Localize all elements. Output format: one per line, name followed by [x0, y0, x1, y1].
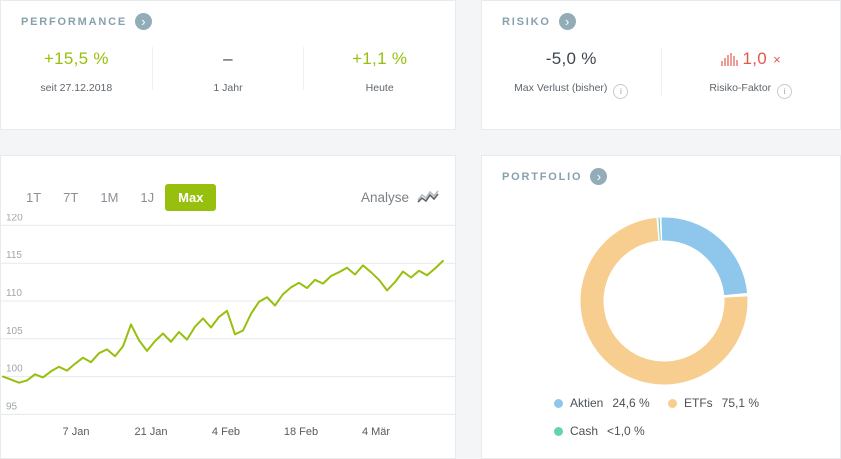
legend-item-aktien: Aktien 24,6 %: [554, 396, 654, 410]
legend-label: ETFs: [684, 396, 713, 410]
stat-label: Heute: [365, 82, 394, 94]
svg-text:4 Feb: 4 Feb: [212, 426, 240, 438]
risk-bars-icon: [720, 52, 738, 66]
svg-text:95: 95: [6, 401, 18, 412]
range-button-1j[interactable]: 1J: [129, 184, 165, 211]
range-selector: 1T 7T 1M 1J Max Analyse: [15, 184, 439, 211]
range-button-1t[interactable]: 1T: [15, 184, 52, 211]
stat-one-year: – 1 Jahr: [153, 43, 304, 94]
divider: [303, 47, 305, 90]
svg-text:105: 105: [6, 326, 23, 337]
stat-value: +1,1 %: [352, 49, 408, 68]
svg-text:7 Jan: 7 Jan: [63, 426, 90, 438]
divider: [660, 47, 662, 95]
svg-text:21 Jan: 21 Jan: [134, 426, 167, 438]
stat-value: +15,5 %: [43, 49, 109, 68]
portfolio-legend: Aktien 24,6 % ETFs 75,1 % Cash <1,0 %: [482, 396, 840, 438]
performance-panel: PERFORMANCE › +15,5 % seit 27.12.2018 – …: [0, 0, 456, 130]
chevron-right-icon[interactable]: ›: [590, 168, 608, 185]
svg-text:18 Feb: 18 Feb: [284, 426, 318, 438]
legend-item-etfs: ETFs 75,1 %: [668, 396, 768, 410]
stat-since-inception: +15,5 % seit 27.12.2018: [1, 43, 152, 94]
range-button-1m[interactable]: 1M: [89, 184, 129, 211]
legend-value: 75,1 %: [721, 396, 760, 410]
performance-stats: +15,5 % seit 27.12.2018 – 1 Jahr +1,1 % …: [1, 43, 455, 94]
stat-value: -5,0 %: [545, 49, 597, 68]
divider: [151, 47, 153, 90]
svg-text:115: 115: [6, 250, 22, 261]
legend-label: Aktien: [570, 396, 604, 410]
risk-factor-value: 1,0: [742, 49, 768, 68]
stat-label: 1 Jahr: [213, 82, 243, 94]
performance-chart-panel: 1T 7T 1M 1J Max Analyse 95 100 105 110 115 12…: [0, 155, 456, 459]
svg-text:110: 110: [6, 288, 22, 299]
aktien-dot-icon: [554, 398, 563, 408]
performance-header: PERFORMANCE ›: [1, 1, 455, 30]
portfolio-header: PORTFOLIO ›: [482, 156, 840, 185]
analysis-chart-icon: [417, 189, 439, 207]
stat-risk-factor: 1,0 × Risiko-Faktor i: [662, 43, 841, 99]
svg-text:120: 120: [6, 214, 23, 223]
portfolio-panel: PORTFOLIO › Aktien 24,6 % ETFs 75,1 % Ca…: [481, 155, 841, 459]
info-icon[interactable]: i: [777, 83, 793, 99]
risk-header: RISIKO ›: [482, 1, 840, 30]
risk-title: RISIKO: [502, 15, 551, 28]
etfs-dot-icon: [668, 398, 677, 408]
legend-label: Cash: [570, 424, 599, 438]
portfolio-title: PORTFOLIO: [502, 170, 583, 183]
legend-value: <1,0 %: [607, 424, 645, 438]
stat-label: seit 27.12.2018: [40, 82, 113, 94]
svg-text:4 Mär: 4 Mär: [362, 426, 390, 438]
stat-label: Max Verlust (bisher) i: [482, 82, 661, 99]
risk-panel: RISIKO › -5,0 % Max Verlust (bisher) i 1,…: [481, 0, 841, 130]
range-button-max[interactable]: Max: [165, 184, 217, 211]
stat-label-text: Risiko-Faktor: [709, 82, 772, 94]
portfolio-donut-chart: [564, 201, 764, 401]
legend-item-cash: Cash <1,0 %: [554, 424, 654, 438]
cash-dot-icon: [554, 426, 563, 436]
svg-text:100: 100: [6, 364, 23, 375]
stat-max-loss: -5,0 % Max Verlust (bisher) i: [482, 43, 661, 99]
multiply-icon: ×: [773, 51, 781, 67]
performance-title: PERFORMANCE: [21, 15, 127, 28]
chevron-right-icon[interactable]: ›: [134, 13, 152, 30]
info-icon[interactable]: i: [613, 83, 629, 99]
chevron-right-icon[interactable]: ›: [558, 13, 576, 30]
stat-label-text: Max Verlust (bisher): [514, 82, 608, 94]
stat-value: –: [223, 49, 233, 68]
stat-label: Risiko-Faktor i: [662, 82, 841, 99]
analyse-label: Analyse: [360, 190, 409, 205]
performance-line-chart: 95 100 105 110 115 120 7 Jan 21 Jan 4 Feb 18 Feb 4…: [1, 214, 455, 448]
range-button-7t[interactable]: 7T: [52, 184, 89, 211]
stat-today: +1,1 % Heute: [304, 43, 455, 94]
stat-value: 1,0 ×: [662, 49, 841, 69]
legend-value: 24,6 %: [612, 396, 650, 410]
analyse-button[interactable]: Analyse: [361, 189, 439, 207]
risk-stats: -5,0 % Max Verlust (bisher) i 1,0 × Risiko…: [482, 43, 840, 99]
